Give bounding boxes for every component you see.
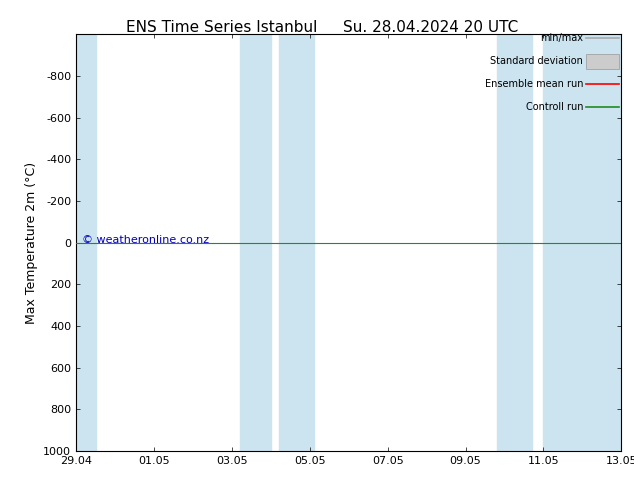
Text: ENS Time Series Istanbul: ENS Time Series Istanbul	[126, 20, 318, 35]
FancyBboxPatch shape	[586, 54, 619, 69]
Text: © weatheronline.co.nz: © weatheronline.co.nz	[82, 236, 209, 245]
Bar	[543, 34, 633, 451]
Bar	[278, 34, 314, 451]
Bar	[240, 34, 271, 451]
Bar	[65, 34, 96, 451]
Text: Ensemble mean run: Ensemble mean run	[484, 79, 583, 89]
Text: Standard deviation: Standard deviation	[490, 56, 583, 66]
Y-axis label: Max Temperature 2m (°C): Max Temperature 2m (°C)	[25, 162, 37, 323]
Text: Su. 28.04.2024 20 UTC: Su. 28.04.2024 20 UTC	[344, 20, 519, 35]
Text: Controll run: Controll run	[526, 102, 583, 112]
Bar	[496, 34, 532, 451]
Text: min/max: min/max	[540, 33, 583, 44]
